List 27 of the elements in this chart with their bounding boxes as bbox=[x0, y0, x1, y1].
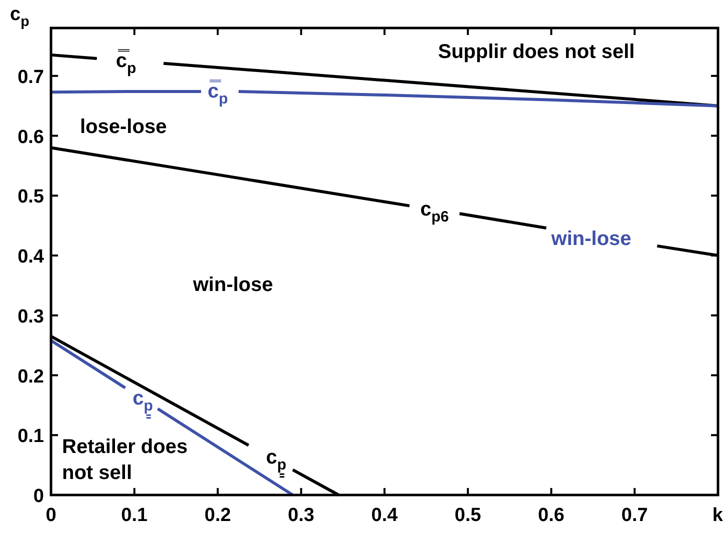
series-label: c̿$_{p}$ bbox=[208, 79, 228, 108]
x-tick-label: 0.5 bbox=[454, 505, 482, 526]
x-tick-label: 0.3 bbox=[288, 505, 314, 526]
annotation: win-lose bbox=[192, 274, 274, 296]
annotation: win-lose bbox=[550, 228, 632, 250]
y-tick-label: 0.6 bbox=[18, 126, 44, 148]
y-tick-label: 0.1 bbox=[18, 426, 44, 448]
y-tick-label: 0.2 bbox=[18, 366, 44, 388]
series-label: c$_{p6}$ bbox=[420, 198, 449, 226]
legend-label: c̿$_{p}$ bbox=[116, 48, 136, 77]
x-tick-label: 0.2 bbox=[204, 505, 231, 526]
x-tick-label: 0.1 bbox=[121, 505, 148, 526]
series-label: c$_{p̳}$ bbox=[132, 387, 153, 419]
series-label: c$_{p̳}$ bbox=[266, 446, 286, 478]
x-axis-title: k bbox=[712, 505, 724, 526]
y-tick-label: 0.3 bbox=[18, 306, 44, 328]
x-tick-label: 0.4 bbox=[371, 505, 398, 526]
annotation: Retailer does not sell bbox=[62, 436, 188, 484]
y-tick-label: 0.4 bbox=[18, 246, 44, 268]
y-tick-label: 0.5 bbox=[18, 186, 44, 208]
y-tick-label: 0 bbox=[33, 486, 44, 507]
y-axis-title: c$_{p}$ bbox=[10, 4, 30, 30]
y-tick-label: 0.7 bbox=[18, 66, 44, 88]
x-tick-label: 0.7 bbox=[621, 505, 648, 526]
annotation: lose-lose bbox=[80, 116, 167, 138]
x-tick-label: 0.6 bbox=[538, 505, 564, 526]
annotation: Supplir does not sell bbox=[438, 41, 635, 63]
